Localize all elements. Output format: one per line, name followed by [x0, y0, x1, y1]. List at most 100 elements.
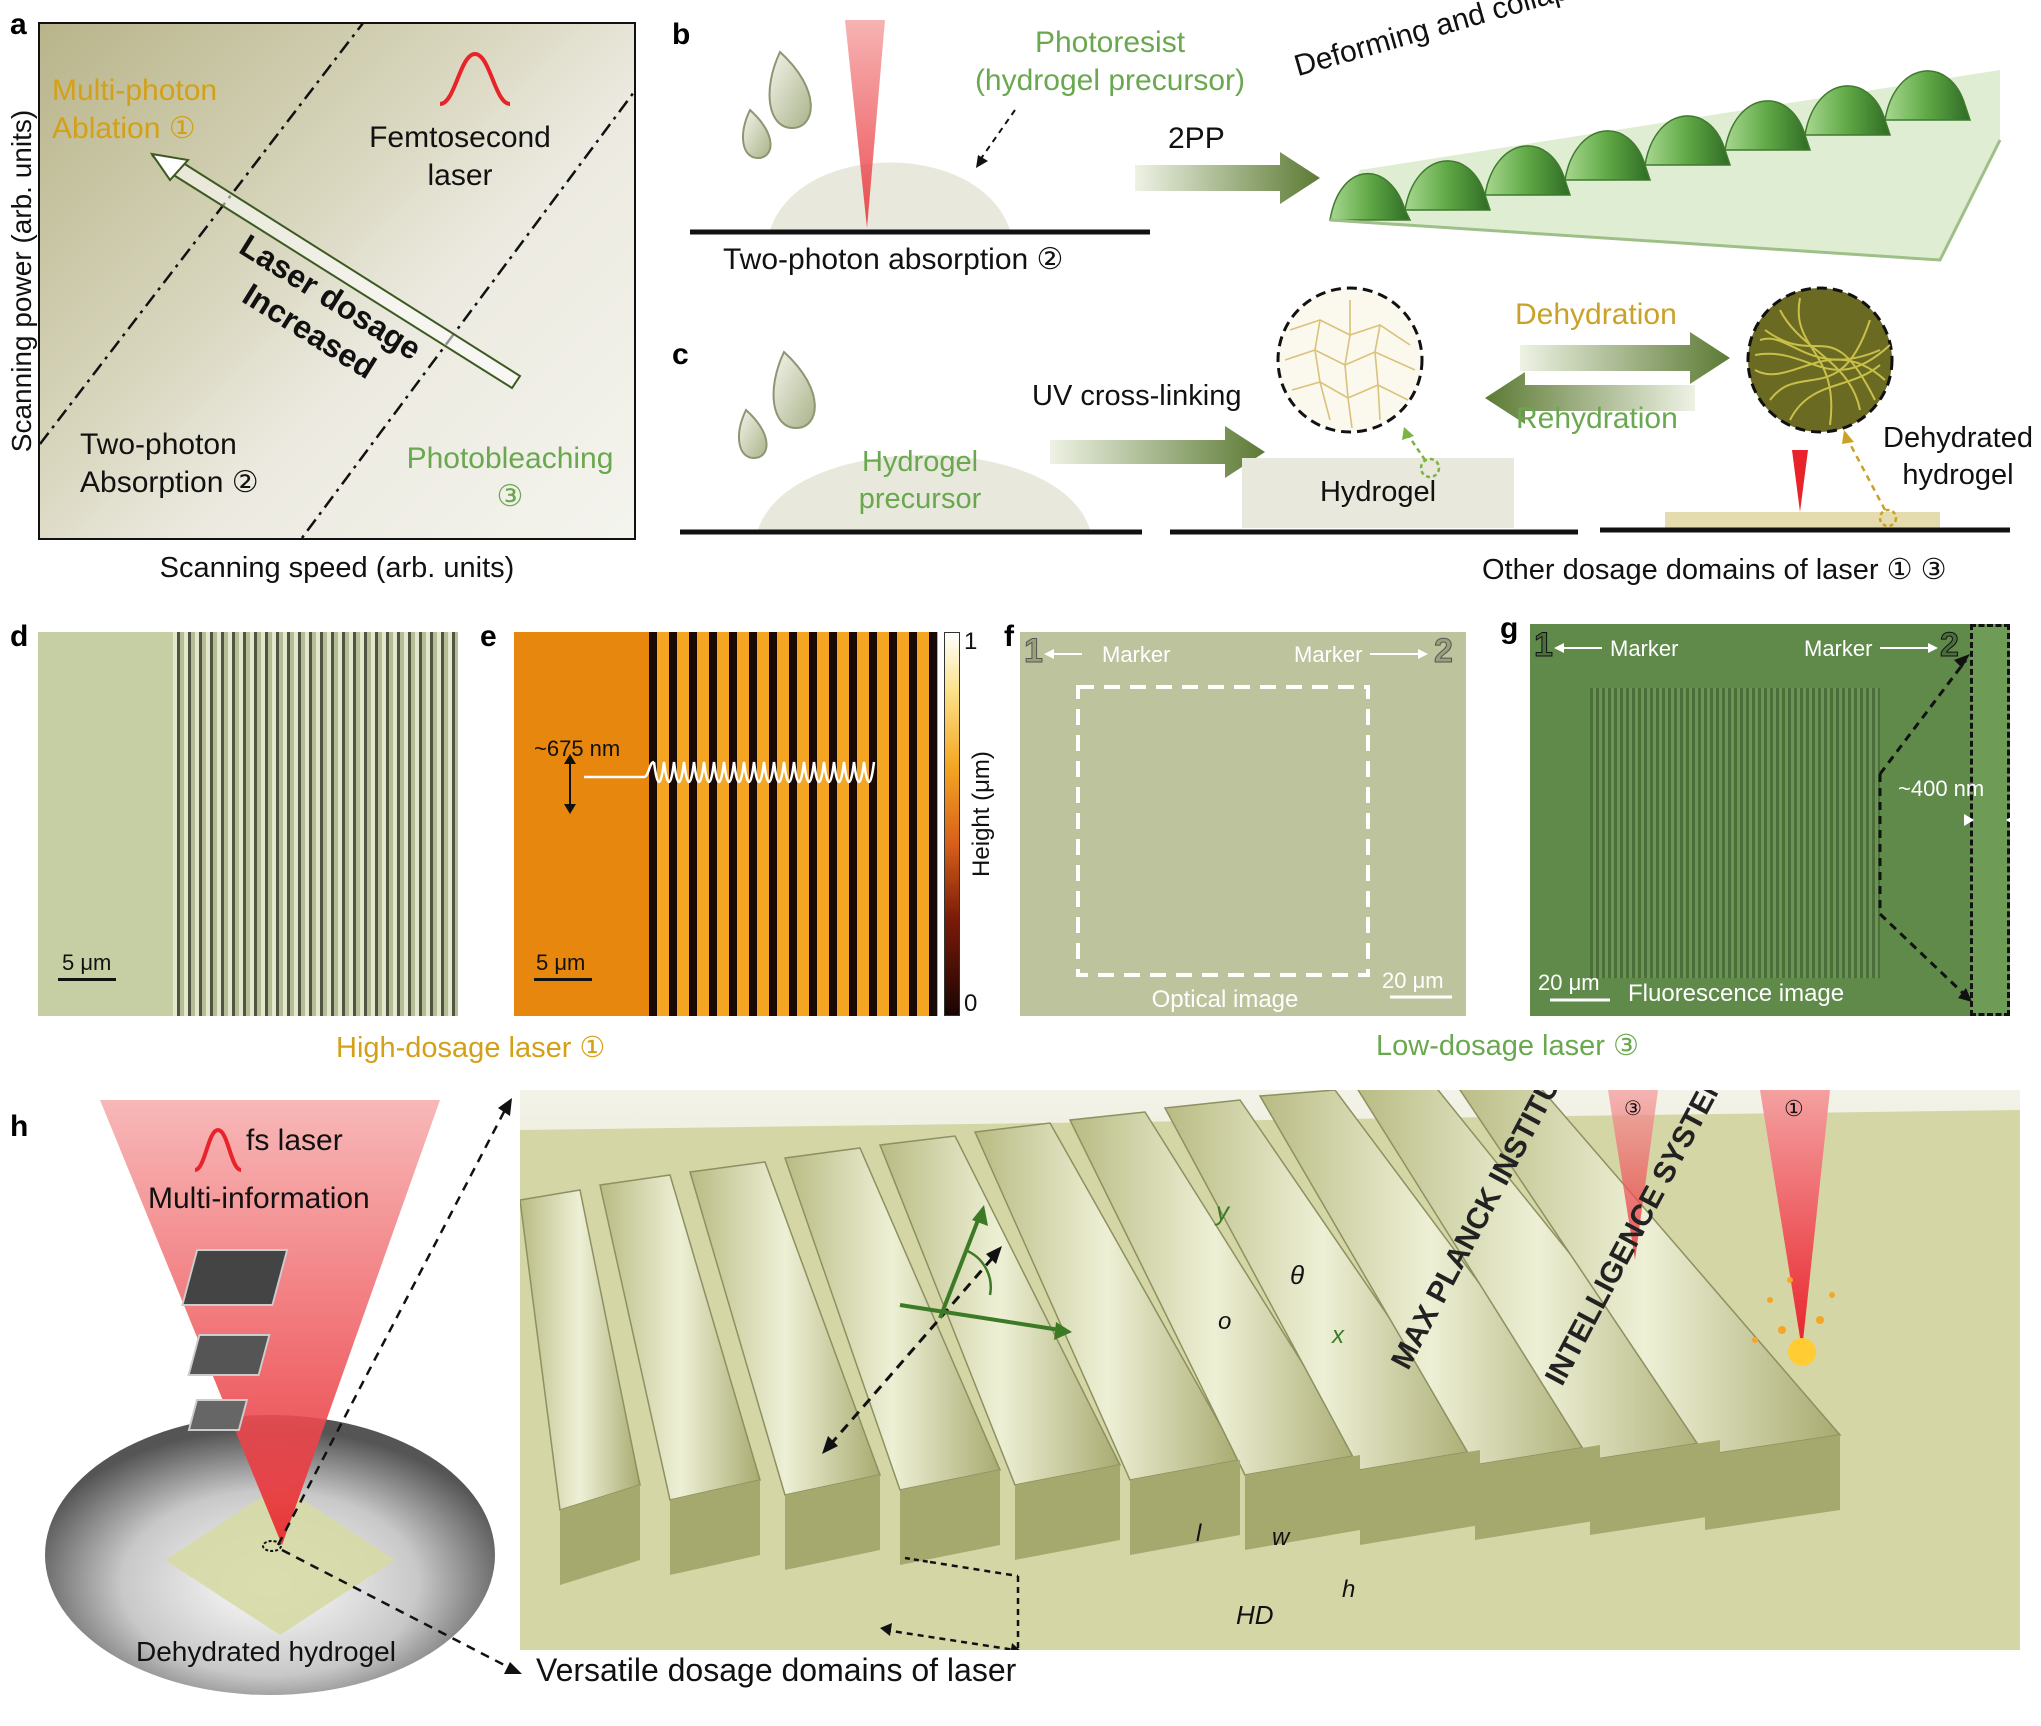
dim-hd-label: HD	[1236, 1600, 1274, 1630]
laser-beam	[845, 20, 885, 228]
beam-1-label: ①	[1784, 1096, 1804, 1121]
cbar-min: 0	[964, 990, 978, 1017]
cbar-label: Height (μm)	[968, 751, 995, 877]
dehydration-label: Dehydration	[1515, 298, 1677, 331]
panel-letter-f: f	[1004, 620, 1014, 653]
photobleaching-label: Photobleaching ③	[406, 442, 614, 513]
y-axis	[938, 1214, 982, 1319]
scale-bar	[58, 978, 116, 981]
pulse-icon	[194, 1127, 242, 1172]
marker-label: Marker	[1102, 642, 1171, 667]
2pp-arrow	[1135, 152, 1320, 204]
panel-b-illustration	[690, 20, 2002, 262]
info-layer-icon	[181, 1249, 289, 1306]
height-annotation: ~675 nm	[534, 736, 621, 761]
dehydrated-label: Dehydrated hydrogel	[136, 1636, 396, 1667]
marker-2: 2	[1940, 626, 1960, 665]
hydrogel-label: Hydrogel	[1319, 476, 1437, 508]
marker-1: 1	[1534, 626, 1554, 665]
panel-d-micrograph: 5 μm	[38, 632, 458, 1016]
x-axis-label: x	[1332, 1322, 1344, 1349]
height-profile-line	[564, 754, 876, 814]
panel-e-afm: ~675 nm 5 μm	[514, 632, 938, 1016]
panel-a-ylabel: Scanning power (arb. units)	[6, 109, 37, 453]
panel-letter-h: h	[10, 1110, 29, 1143]
droplet-icon	[772, 350, 816, 430]
photoresist-dome	[770, 162, 1010, 230]
colorbar	[944, 632, 960, 1016]
scale-bar	[534, 978, 592, 981]
marker-1: 1	[1024, 632, 1044, 671]
pattern-region	[1076, 685, 1370, 977]
hydrogel-block	[1242, 458, 1514, 528]
laser-beam	[1792, 450, 1808, 512]
photoresist-label: Photoresist (hydrogel precursor)	[974, 26, 1246, 97]
droplet-icon	[738, 408, 768, 460]
ridge-fronts	[560, 1435, 1840, 1585]
fs-laser-label: fs laser	[246, 1124, 343, 1157]
theta-label: θ	[1290, 1260, 1305, 1290]
marker-label: Marker	[1294, 642, 1363, 667]
origin-label: o	[1218, 1308, 1232, 1335]
panel-letter-g: g	[1500, 612, 1519, 645]
panel-letter-d: d	[10, 620, 29, 653]
rehydration-label: Rehydration	[1516, 402, 1678, 435]
precursor-dome	[758, 455, 1090, 530]
panel-letter-b: b	[672, 18, 691, 51]
beam-3-label: ③	[1624, 1098, 1642, 1120]
two-photon-label: Two-photon Absorption ②	[80, 428, 259, 499]
fluorescence-caption: Fluorescence image	[1628, 980, 1845, 1007]
high-dosage-caption: High-dosage laser ①	[336, 1032, 606, 1064]
optical-caption: Optical image	[1151, 986, 1299, 1013]
panel-h-grating-render: ③ ① y x o θ l w h HD MAX PLANCK INSTITUT…	[520, 1090, 2020, 1650]
panel-b-caption: Two-photon absorption ②	[723, 243, 1064, 276]
dehydration-arrow	[1520, 332, 1730, 384]
panel-c-caption: Other dosage domains of laser ① ③	[1482, 554, 1947, 586]
dim-l-label: l	[1196, 1520, 1202, 1547]
droplet-icon	[768, 50, 812, 130]
multi-info-label: Multi-information	[148, 1182, 370, 1215]
grating-ridges	[520, 1090, 1842, 1511]
collapsed-structure	[1329, 70, 2002, 262]
multi-photon-label: Multi-photon Ablation ①	[52, 74, 218, 145]
rehydration-arrow	[1485, 372, 1695, 424]
laser-beam-1	[1760, 1090, 1830, 1350]
panel-a-xlabel: Scanning speed (arb. units)	[159, 552, 515, 584]
panel-a-plot: Multi-photon Ablation ① Femtosecond laser …	[38, 22, 636, 540]
info-layer-icon	[187, 1399, 249, 1431]
scale-label: 20 μm	[1538, 970, 1600, 995]
versatile-label: Versatile dosage domains of laser	[536, 1652, 1017, 1688]
marker-label: Marker	[1610, 636, 1679, 661]
dim-h-label: h	[1342, 1576, 1356, 1603]
2pp-label: 2PP	[1168, 122, 1225, 155]
marker-label: Marker	[1804, 636, 1873, 661]
panel-letter-c: c	[672, 338, 689, 371]
network-zoom-icon	[1276, 286, 1424, 434]
uv-label: UV cross-linking	[1032, 380, 1242, 412]
panel-a-lines	[40, 24, 634, 538]
panel-letter-a: a	[10, 8, 27, 41]
laser-beam-3	[1608, 1090, 1658, 1260]
femtosecond-label: Femtosecond laser	[369, 121, 551, 192]
width-annotation: ~400 nm	[1898, 776, 1985, 801]
marker-2: 2	[1434, 632, 1454, 671]
panel-f-optical: 1 2 Marker Marker 20 μm Optical image	[1020, 632, 1466, 1016]
grating-pattern	[1590, 688, 1880, 978]
panel-g-fluorescence: 1 2 Marker Marker ~400 nm 20 μm Fluoresc…	[1530, 624, 2010, 1016]
scale-label: 5 μm	[536, 950, 586, 975]
scale-label: 5 μm	[62, 950, 112, 975]
ablation-sparks-icon	[1752, 1277, 1835, 1366]
x-axis	[899, 1303, 1061, 1332]
panel-c-illustration	[680, 286, 2010, 535]
uv-arrow	[1050, 426, 1265, 478]
low-dosage-caption: Low-dosage laser ③	[1376, 1030, 1639, 1062]
dim-w-label: w	[1272, 1524, 1290, 1551]
grating-direction-arrow	[828, 1254, 997, 1446]
y-axis-label: y	[1216, 1196, 1229, 1226]
boundary-line-2	[300, 89, 634, 538]
droplet-icon	[742, 108, 772, 160]
pulse-icon	[439, 51, 511, 106]
dehydrated-label: Dehydrated hydrogel	[1883, 422, 2033, 491]
boundary-line-1	[40, 24, 364, 445]
dehydrated-film	[1665, 512, 1940, 528]
